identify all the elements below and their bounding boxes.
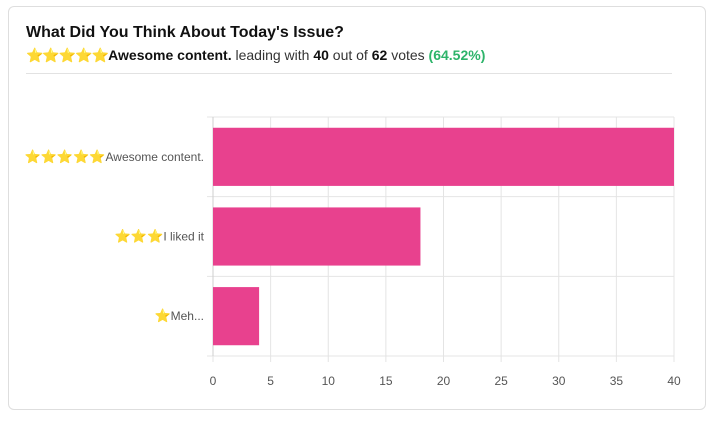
x-tick-label: 20 (437, 374, 451, 388)
x-tick-label: 0 (210, 374, 217, 388)
x-tick-label: 40 (667, 374, 681, 388)
bar[interactable] (213, 287, 260, 346)
category-label: ⭐⭐⭐I liked it (115, 229, 205, 245)
star-icon: ⭐⭐⭐ (115, 229, 164, 245)
x-tick-label: 15 (379, 374, 393, 388)
category-label: ⭐Meh... (154, 308, 204, 324)
total-votes: 62 (371, 47, 388, 63)
leader-percent: (64.52%) (428, 47, 486, 63)
leader-votes: 40 (313, 47, 329, 63)
category-label-text: I liked it (163, 230, 204, 244)
category-label-text: Awesome content. (105, 150, 204, 164)
x-tick-label: 10 (322, 374, 336, 388)
votes-text: votes (391, 47, 425, 63)
category-labels: ⭐⭐⭐⭐⭐Awesome content. ⭐⭐⭐I liked it ⭐Meh..… (25, 149, 205, 324)
leader-stars-icon: ⭐⭐⭐⭐⭐ (26, 47, 109, 63)
poll-summary: ⭐⭐⭐⭐⭐Awesome content. leading with 40 ou… (26, 47, 485, 64)
x-tick-label: 30 (552, 374, 566, 388)
bars (213, 127, 674, 346)
category-label: ⭐⭐⭐⭐⭐Awesome content. (25, 149, 204, 165)
x-tick-label: 25 (494, 374, 508, 388)
category-label-text: Meh... (171, 309, 204, 323)
poll-title: What Did You Think About Today's Issue? (26, 24, 344, 41)
x-tick-label: 35 (610, 374, 624, 388)
x-axis-ticks: 0 5 10 15 20 25 30 35 40 (210, 374, 681, 388)
star-icon: ⭐⭐⭐⭐⭐ (25, 149, 106, 165)
header-divider (26, 73, 672, 74)
leader-label: Awesome content. (108, 47, 232, 63)
star-icon: ⭐ (154, 308, 170, 324)
x-tick-label: 5 (267, 374, 274, 388)
bar[interactable] (213, 207, 421, 266)
bar[interactable] (213, 127, 674, 186)
out-of-text: out of (332, 47, 368, 63)
leading-text: leading with (235, 47, 310, 63)
